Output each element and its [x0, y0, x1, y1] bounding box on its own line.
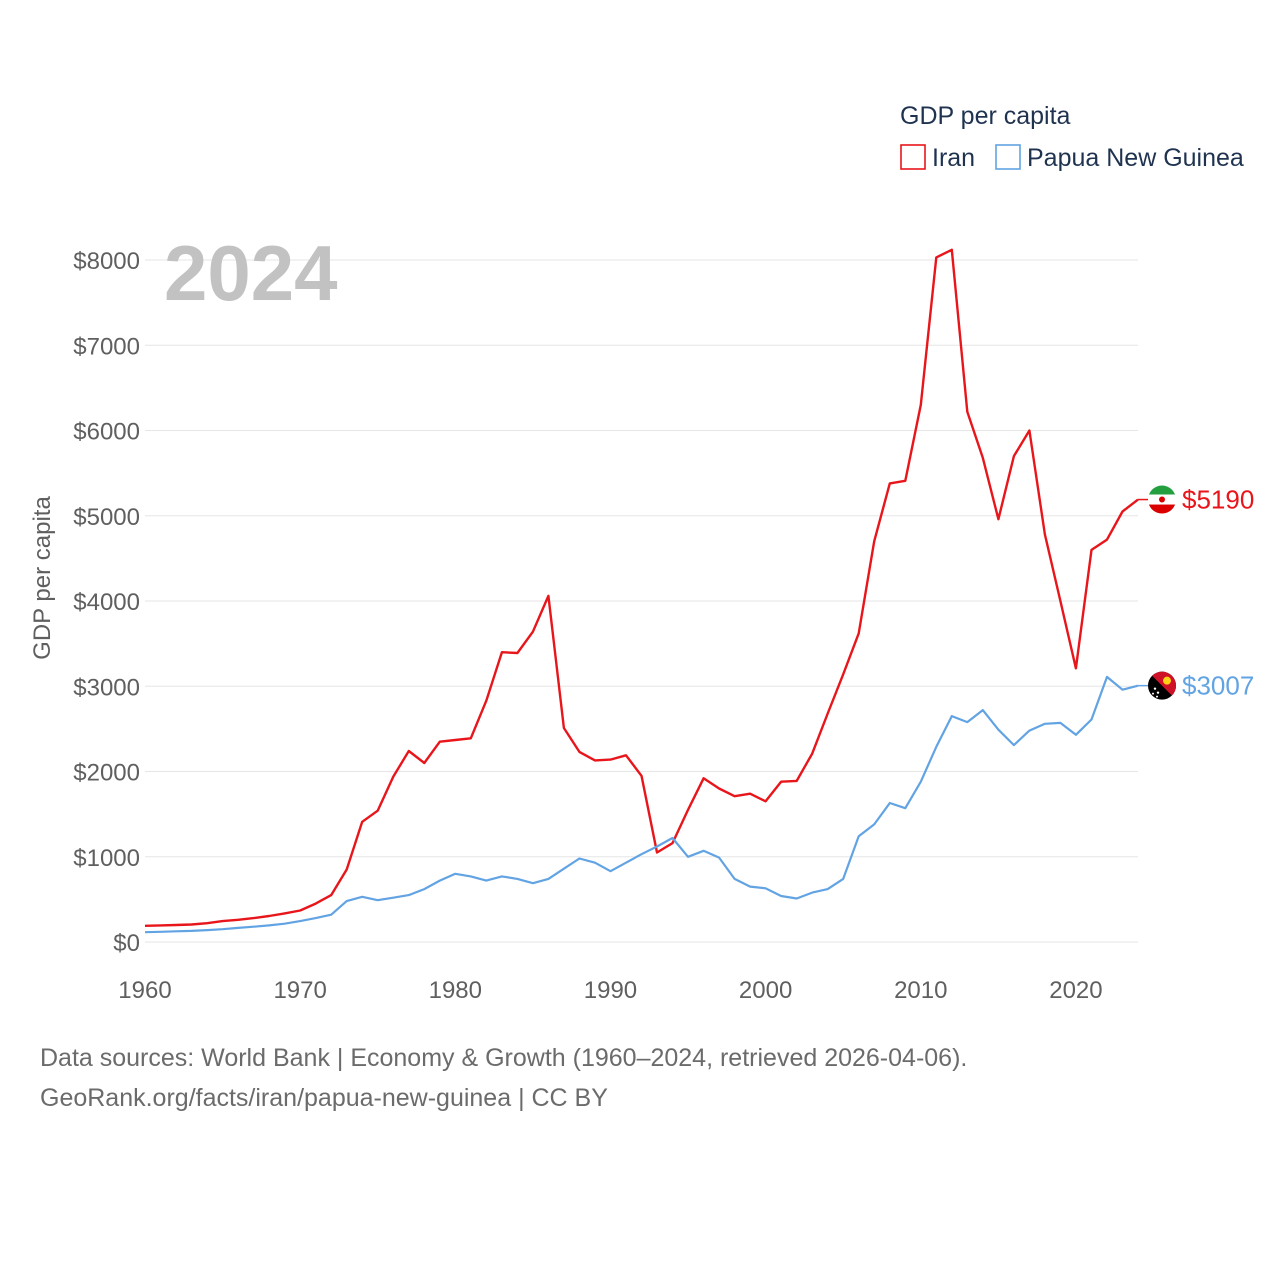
iran-flag-icon	[1148, 485, 1176, 514]
legend-label-iran: Iran	[932, 144, 975, 172]
series-line-iran[interactable]	[144, 248, 1139, 927]
y-tick-label: $6000	[73, 419, 140, 446]
series-line-papua-new-guinea[interactable]	[144, 675, 1139, 934]
footer-link[interactable]: GeoRank.org/facts/iran/papua-new-guinea …	[40, 1084, 608, 1112]
x-tick-label: 2010	[894, 977, 947, 1004]
y-tick-label: $4000	[73, 589, 140, 616]
legend-swatch-iran	[900, 144, 926, 170]
legend-title: GDP per capita	[900, 102, 1071, 130]
year-display: 2024	[164, 229, 338, 317]
x-tick-label: 2000	[739, 977, 792, 1004]
y-tick-label: $0	[113, 930, 140, 957]
y-axis-ticks: $0 $1000 $2000 $3000 $4000 $5000 $6000 $7000 $80…	[73, 248, 140, 957]
footer-source: Data sources: World Bank | Economy & Gro…	[40, 1044, 968, 1072]
x-tick-label: 1980	[429, 977, 482, 1004]
end-marker-papua-new-guinea: $3007	[1138, 671, 1254, 701]
y-tick-label: $5000	[73, 504, 140, 531]
y-tick-label: $1000	[73, 845, 140, 872]
y-tick-label: $3000	[73, 674, 140, 701]
x-axis-ticks: 1960 1970 1980 1990 2000 2010 2020	[118, 977, 1102, 1004]
end-marker-iran: $5190	[1138, 485, 1254, 515]
papua-new-guinea-flag-icon	[1148, 671, 1176, 700]
end-value-iran: $5190	[1182, 485, 1254, 515]
x-tick-label: 2020	[1049, 977, 1102, 1004]
y-tick-label: $8000	[73, 248, 140, 275]
x-tick-label: 1960	[118, 977, 171, 1004]
end-value-papua-new-guinea: $3007	[1182, 671, 1254, 701]
series-lines	[144, 248, 1139, 934]
legend-item-papua-new-guinea[interactable]: Papua New Guinea	[995, 144, 1244, 172]
legend-item-iran[interactable]: Iran	[900, 144, 975, 172]
legend: GDP per capita Iran Papua New Guinea	[900, 102, 1244, 172]
legend-label-papua-new-guinea: Papua New Guinea	[1027, 144, 1244, 172]
y-tick-label: $2000	[73, 760, 140, 787]
y-tick-label: $7000	[73, 333, 140, 360]
legend-swatch-papua-new-guinea	[995, 144, 1021, 170]
gridlines	[145, 259, 1138, 943]
x-tick-label: 1990	[584, 977, 637, 1004]
x-tick-label: 1970	[273, 977, 326, 1004]
y-axis-title: GDP per capita	[29, 496, 56, 660]
